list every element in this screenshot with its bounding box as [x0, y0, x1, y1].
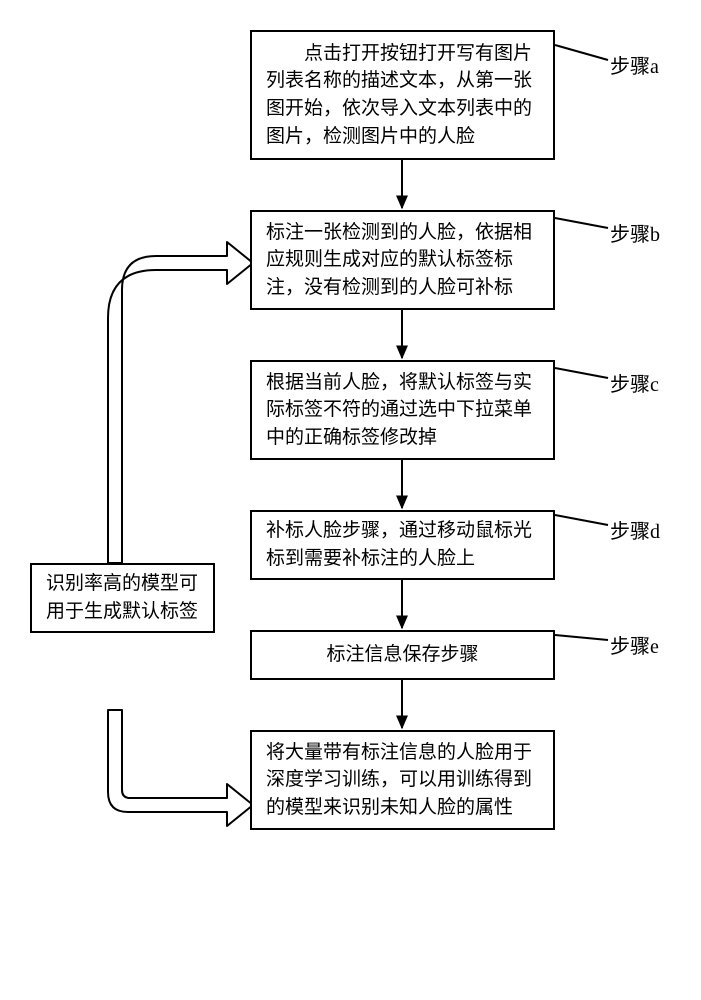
- flow-node-text: 点击打开按钮打开写有图片列表名称的描述文本，从第一张图开始，依次导入文本列表中的…: [266, 40, 539, 150]
- flow-node-c: 根据当前人脸，将默认标签与实际标签不符的通过选中下拉菜单中的正确标签修改掉: [250, 360, 555, 460]
- flow-node-text: 识别率高的模型可用于生成默认标签: [46, 570, 199, 625]
- step-label-e: 步骤e: [610, 630, 659, 659]
- flow-node-text: 根据当前人脸，将默认标签与实际标签不符的通过选中下拉菜单中的正确标签修改掉: [266, 369, 539, 452]
- step-label-a: 步骤a: [610, 50, 659, 79]
- flow-node-e: 标注信息保存步骤: [250, 630, 555, 680]
- flow-node-side: 识别率高的模型可用于生成默认标签: [30, 563, 215, 633]
- step-label-c: 步骤c: [610, 368, 659, 397]
- flow-node-text: 将大量带有标注信息的人脸用于深度学习训练，可以用训练得到的模型来识别未知人脸的属…: [266, 739, 539, 822]
- step-label-d: 步骤d: [610, 515, 660, 544]
- flow-node-text: 补标人脸步骤，通过移动鼠标光标到需要补标注的人脸上: [266, 517, 539, 572]
- flow-node-text: 标注一张检测到的人脸，依据相应规则生成对应的默认标签标注，没有检测到的人脸可补标: [266, 219, 539, 302]
- flow-node-a: 点击打开按钮打开写有图片列表名称的描述文本，从第一张图开始，依次导入文本列表中的…: [250, 30, 555, 160]
- flowchart-canvas: 点击打开按钮打开写有图片列表名称的描述文本，从第一张图开始，依次导入文本列表中的…: [0, 0, 701, 1000]
- step-label-b: 步骤b: [610, 218, 660, 247]
- flow-node-b: 标注一张检测到的人脸，依据相应规则生成对应的默认标签标注，没有检测到的人脸可补标: [250, 210, 555, 310]
- flow-node-text: 标注信息保存步骤: [326, 641, 478, 669]
- flow-node-d: 补标人脸步骤，通过移动鼠标光标到需要补标注的人脸上: [250, 510, 555, 580]
- flow-node-f: 将大量带有标注信息的人脸用于深度学习训练，可以用训练得到的模型来识别未知人脸的属…: [250, 730, 555, 830]
